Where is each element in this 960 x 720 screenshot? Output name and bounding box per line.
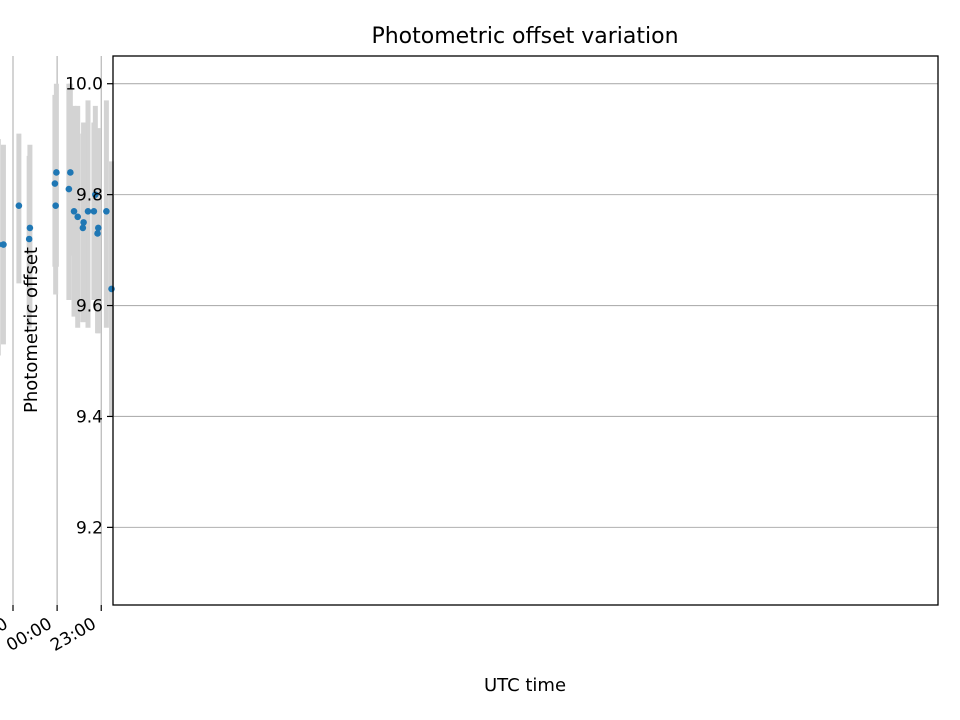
y-tick-label: 9.6 bbox=[76, 297, 103, 317]
data-point bbox=[80, 219, 87, 226]
data-point bbox=[92, 191, 99, 198]
data-point bbox=[25, 235, 33, 243]
chart-title: Photometric offset variation bbox=[371, 24, 678, 49]
plot-frame bbox=[112, 55, 939, 606]
data-point bbox=[79, 224, 87, 232]
data-point bbox=[53, 169, 60, 176]
x-axis-label: UTC time bbox=[484, 675, 566, 696]
data-point bbox=[26, 224, 34, 232]
data-point bbox=[15, 202, 23, 210]
data-point bbox=[70, 207, 78, 215]
data-point bbox=[94, 230, 101, 237]
data-point bbox=[67, 169, 74, 176]
data-point bbox=[65, 185, 73, 193]
data-point bbox=[90, 207, 98, 215]
data-point bbox=[51, 180, 59, 187]
data-point bbox=[103, 207, 110, 215]
y-axis-ticks: 9.2 9.4 9.6 9.8 10.0 bbox=[65, 75, 113, 538]
data-point bbox=[0, 241, 2, 248]
data-point bbox=[94, 224, 102, 232]
y-tick-label: 9.4 bbox=[76, 407, 103, 427]
data-point bbox=[52, 202, 59, 210]
data-point bbox=[0, 241, 7, 248]
data-point bbox=[108, 285, 115, 293]
y-tick-label: 10.0 bbox=[65, 75, 103, 95]
data-point bbox=[84, 207, 92, 215]
y-tick-label: 9.8 bbox=[76, 186, 103, 206]
y-tick-label: 9.2 bbox=[76, 518, 103, 538]
data-point bbox=[74, 213, 82, 221]
y-axis-label: Photometric offset bbox=[21, 247, 42, 413]
